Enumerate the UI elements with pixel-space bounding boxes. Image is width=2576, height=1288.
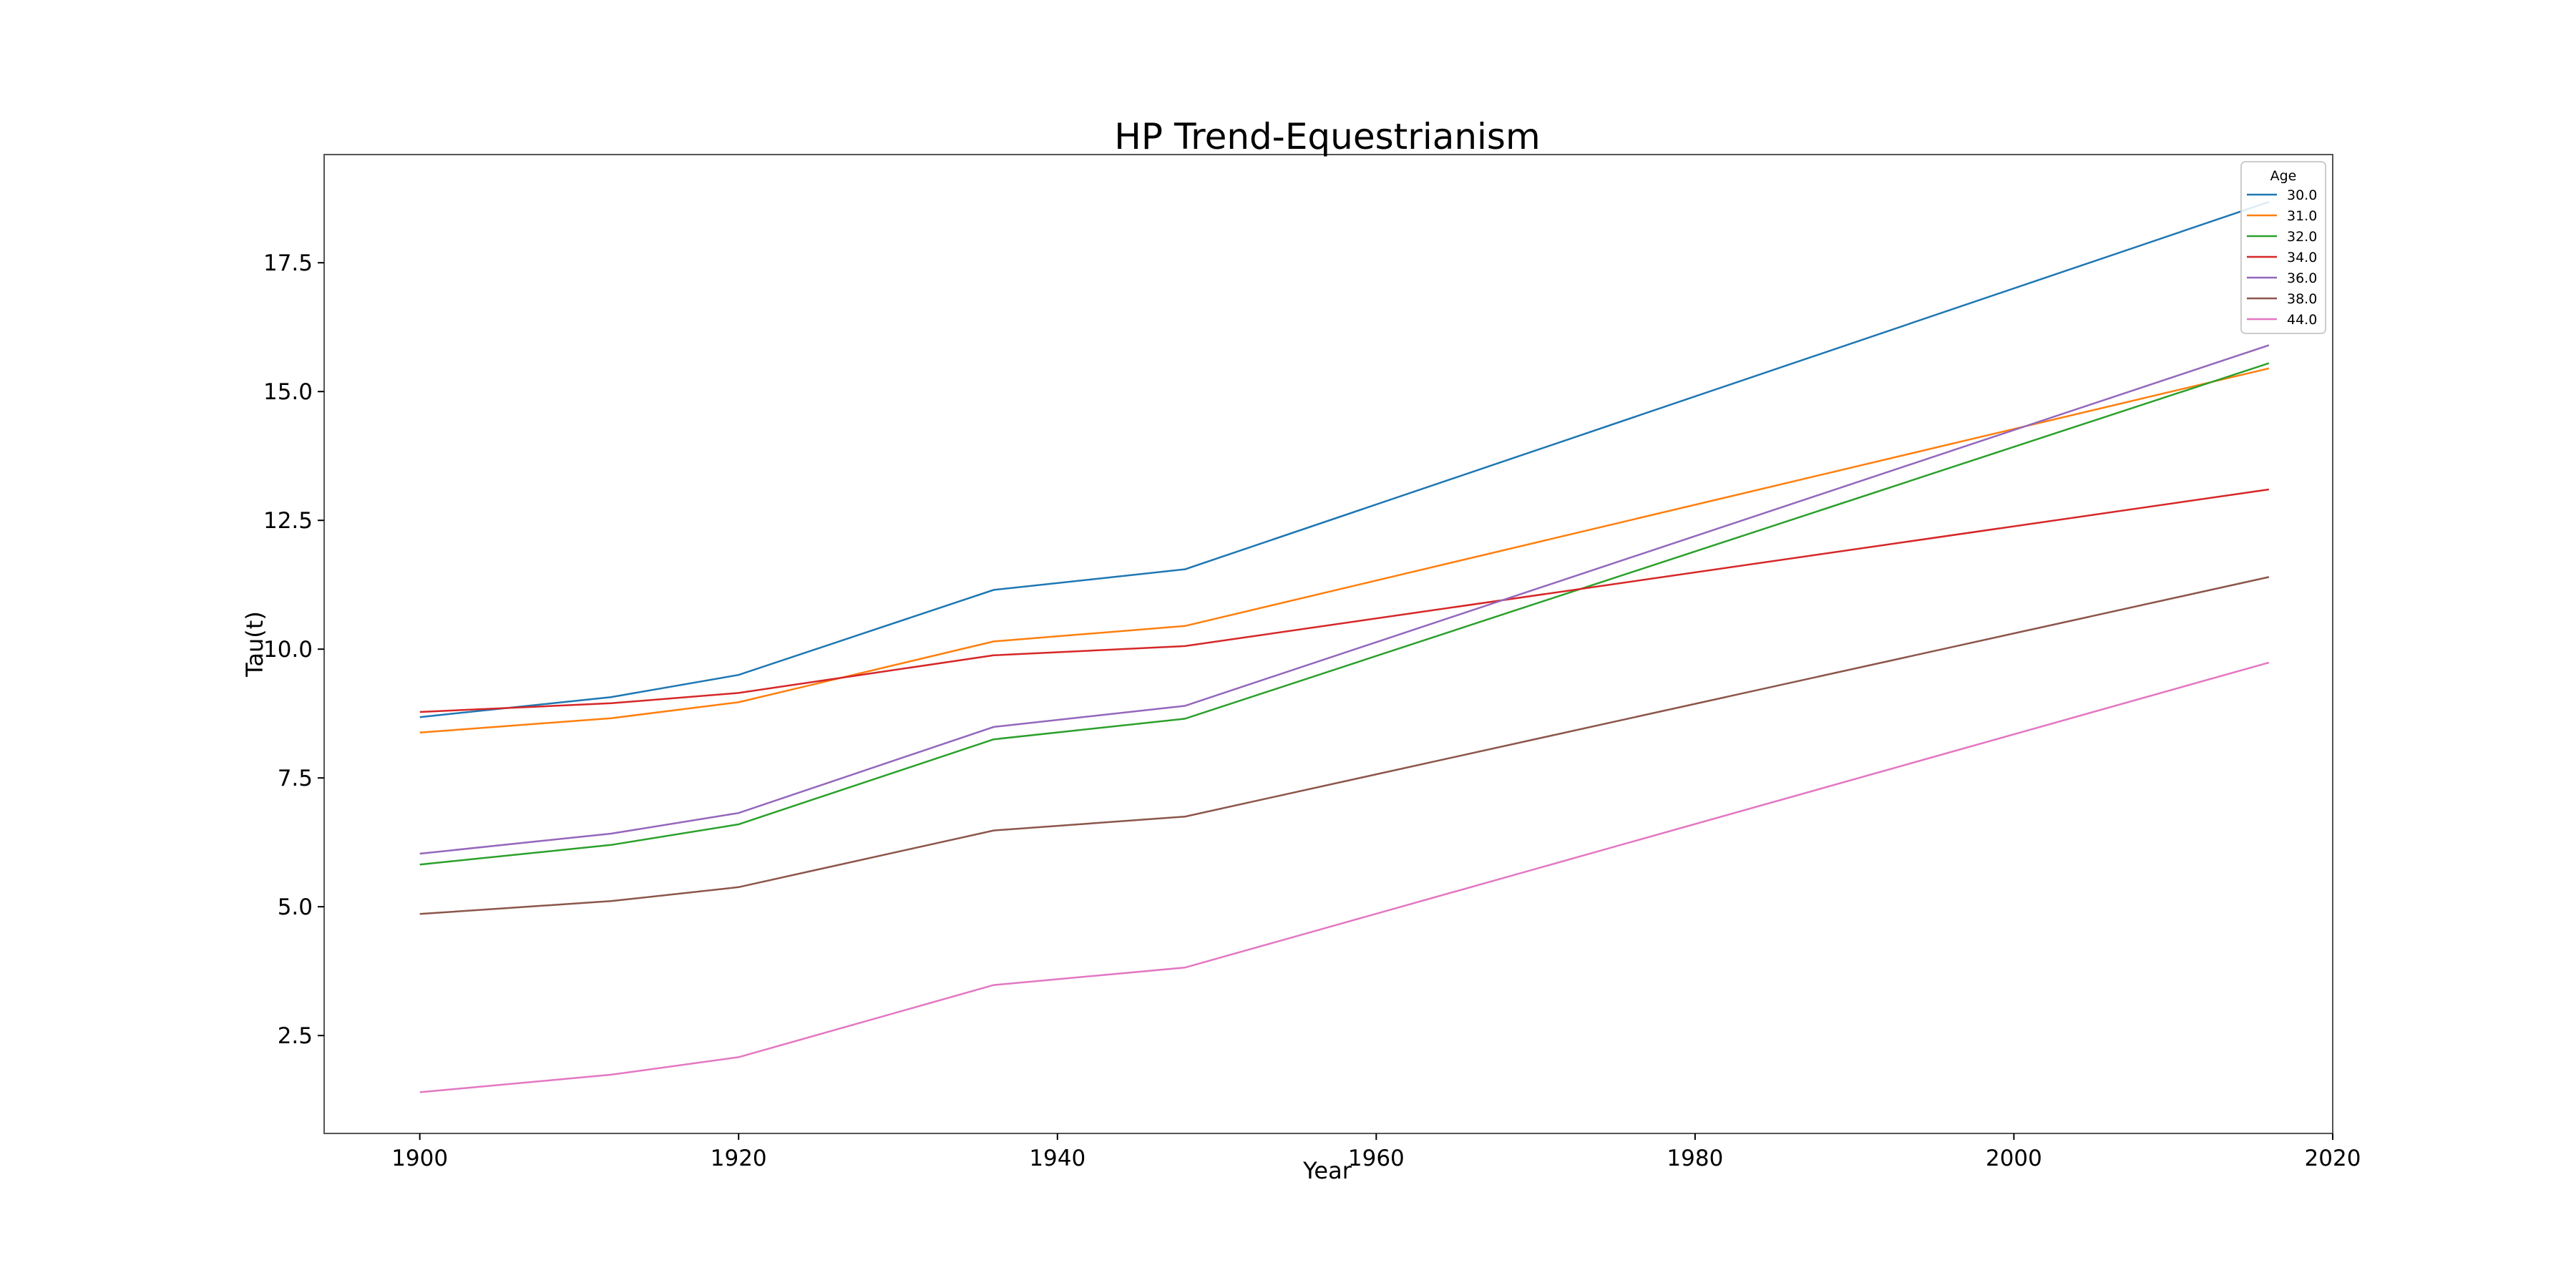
y-tick-label: 5.0 bbox=[278, 894, 313, 920]
legend-label: 36.0 bbox=[2287, 270, 2317, 286]
series-line-32.0 bbox=[419, 362, 2270, 866]
legend-label: 32.0 bbox=[2287, 229, 2317, 245]
plot-frame bbox=[323, 154, 2333, 1134]
series-line-36.0 bbox=[419, 344, 2270, 855]
plot-lines bbox=[419, 201, 2270, 1093]
y-axis: 2.5 5.0 7.5 10.0 12.5 15.0 17.5 bbox=[263, 250, 324, 1049]
series-line-31.0 bbox=[419, 367, 2270, 734]
series-line-38.0 bbox=[419, 576, 2270, 915]
y-tick-label: 12.5 bbox=[263, 508, 313, 534]
legend-frame bbox=[2240, 161, 2326, 334]
x-tick-label: 1940 bbox=[1029, 1146, 1085, 1171]
series-line-44.0 bbox=[419, 661, 2270, 1093]
y-tick-label: 10.0 bbox=[263, 637, 313, 663]
y-tick-label: 2.5 bbox=[278, 1023, 313, 1049]
x-tick-label: 1960 bbox=[1348, 1146, 1405, 1171]
y-tick-label: 15.0 bbox=[263, 379, 313, 405]
y-axis-label: Tau(t) bbox=[241, 611, 268, 678]
legend-label: 38.0 bbox=[2287, 291, 2317, 307]
x-axis-label: Year bbox=[1302, 1157, 1352, 1184]
legend-label: 30.0 bbox=[2287, 187, 2317, 203]
x-tick-label: 2020 bbox=[2305, 1146, 2361, 1171]
series-line-34.0 bbox=[419, 488, 2270, 713]
x-axis: 1900 1920 1940 1960 1980 2000 2020 bbox=[391, 1133, 2361, 1171]
x-tick-label: 1920 bbox=[711, 1146, 767, 1171]
series-line-30.0 bbox=[419, 201, 2270, 718]
x-tick-label: 1900 bbox=[391, 1146, 448, 1171]
y-tick-label: 7.5 bbox=[278, 766, 313, 791]
legend-label: 31.0 bbox=[2287, 208, 2317, 224]
y-tick-label: 17.5 bbox=[263, 250, 313, 276]
legend-label: 34.0 bbox=[2287, 250, 2317, 265]
legend-items: 30.0 31.0 32.0 34.0 36.0 38.0 44.0 bbox=[2247, 187, 2317, 328]
chart-title: HP Trend-Equestrianism bbox=[1114, 116, 1540, 157]
x-tick-label: 2000 bbox=[1986, 1146, 2042, 1171]
legend-title: Age bbox=[2270, 168, 2297, 184]
x-tick-label: 1980 bbox=[1667, 1146, 1723, 1171]
legend-label: 44.0 bbox=[2287, 312, 2317, 328]
legend: Age 30.0 31.0 32.0 34.0 36.0 38.0 44.0 bbox=[2240, 161, 2326, 334]
